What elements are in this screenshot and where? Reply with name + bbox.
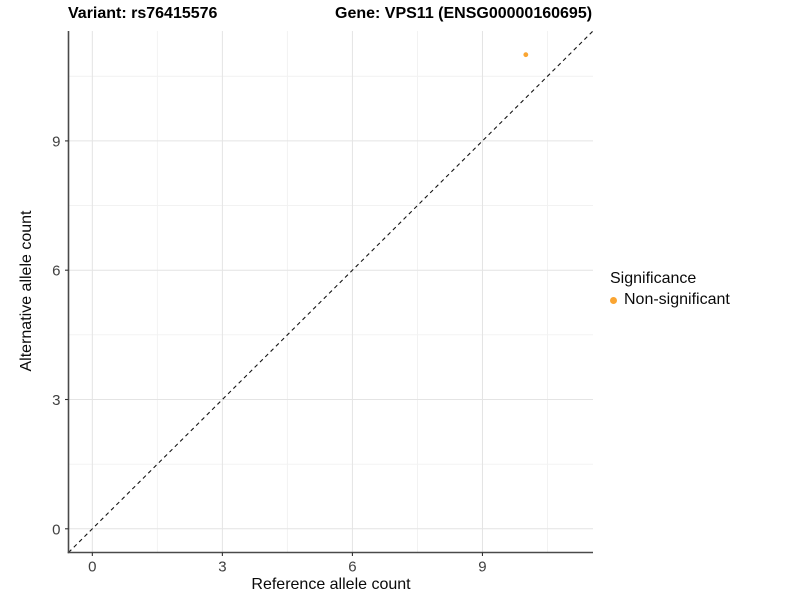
legend-point-icon [610, 296, 617, 304]
x-axis-title: Reference allele count [251, 576, 411, 593]
legend-title: Significance [610, 270, 697, 287]
legend: Significance Non-significant [610, 270, 730, 309]
y-tick-label: 9 [52, 133, 60, 150]
x-tick-label: 6 [348, 559, 356, 576]
legend-item-label: Non-significant [624, 291, 730, 308]
identity-line [68, 30, 594, 553]
x-tick-label: 0 [88, 559, 96, 576]
y-tick-label: 6 [52, 263, 60, 280]
y-tick-label: 0 [52, 521, 60, 538]
data-point [523, 52, 529, 58]
x-tick-label: 9 [478, 559, 486, 576]
gene-title: Gene: VPS11 (ENSG00000160695) [335, 5, 593, 22]
x-tick-label: 3 [218, 559, 226, 576]
legend-items: Non-significant [610, 291, 730, 309]
variant-title: Variant: rs76415576 [68, 5, 218, 22]
legend-item: Non-significant [610, 291, 730, 309]
y-axis-title: Alternative allele count [18, 210, 35, 372]
y-tick-label: 3 [52, 392, 60, 409]
